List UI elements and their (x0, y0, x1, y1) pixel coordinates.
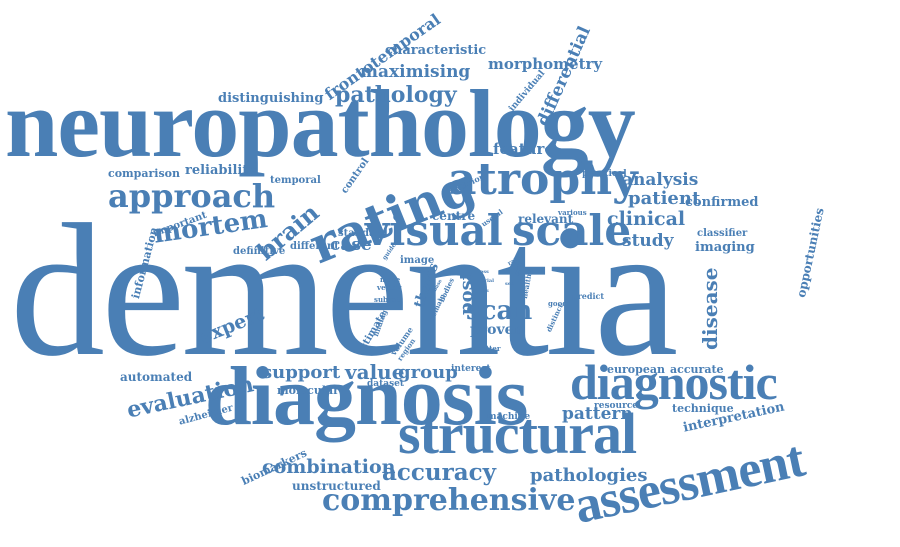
word-pathologies: pathologies (530, 465, 648, 486)
word-subset: subset (374, 295, 400, 304)
word-imaging: imaging (695, 240, 755, 255)
word-resource: resource (594, 401, 639, 411)
word-scale: scale (512, 206, 632, 255)
word-european: european (607, 363, 665, 376)
word-accuracy: accuracy (382, 459, 497, 486)
word-support: support (262, 362, 341, 383)
word-dataset: dataset (367, 379, 405, 389)
word-different: different (290, 241, 339, 252)
word-neuropathology: neuropathology (5, 70, 636, 177)
word-pathology: pathology (335, 82, 457, 108)
word-post: post (456, 271, 477, 315)
word-opportunities: opportunities (794, 206, 827, 299)
word-morphometry: morphometry (488, 55, 603, 73)
word-relevant: relevant (518, 212, 574, 226)
word-proven: proven (470, 322, 524, 338)
word-group: group (398, 362, 458, 383)
word-scan: scan (466, 296, 533, 326)
word-classifier: classifier (697, 228, 748, 239)
word-structural: structural (398, 401, 637, 466)
word-automated: automated (120, 370, 193, 384)
word-combination: combination (262, 456, 396, 478)
word-ass: ass (480, 288, 489, 294)
word-interest: interest (451, 364, 491, 374)
word-temporal: temporal (270, 175, 321, 186)
word-distinguishing: distinguishing (218, 91, 324, 106)
word-study: study (622, 231, 674, 251)
word-maximising: maximising (360, 62, 471, 82)
word-accurate: accurate (670, 363, 724, 376)
word-approach: approach (108, 177, 276, 215)
word-set: set (505, 281, 514, 287)
word-clinical: clinical (607, 208, 686, 230)
word-good: good (548, 299, 568, 308)
word-atrophy: atrophy (448, 154, 638, 205)
word-confirmed: confirmed (685, 195, 759, 210)
word-image: image (400, 255, 435, 266)
word-practical: practical (582, 169, 627, 179)
word-disease: disease (698, 267, 722, 350)
word-unstructured: unstructured (292, 479, 381, 493)
word-comparison: comparison (108, 167, 180, 180)
word-matter: matter (474, 344, 501, 353)
word-reliability: reliability (185, 163, 256, 178)
word-feature: feature (493, 140, 554, 158)
word-molecular: molecular (277, 384, 339, 397)
word-characteristic: characteristic (385, 43, 487, 58)
word-visual: visual (365, 206, 503, 255)
word-technique: technique (672, 402, 734, 415)
word-standard: standard (338, 228, 388, 239)
word-dementia: dementia (10, 186, 678, 396)
word-analysis: analysis (622, 170, 699, 190)
word-predict: predict (572, 291, 605, 301)
word-pattern: pattern (562, 404, 633, 424)
word-trial: trial (482, 278, 494, 284)
word-various: various (558, 208, 587, 217)
word-loss: loss (478, 269, 489, 275)
word-machine: machine (487, 412, 531, 422)
word-vector: vector (377, 283, 402, 292)
word-diagnosis: diagnosis (205, 350, 528, 443)
word-more: more (380, 275, 401, 284)
word-centre: centre (432, 209, 476, 223)
word-value: value (345, 360, 405, 384)
word-case: case (330, 235, 372, 255)
word-patient: patient (628, 188, 701, 209)
word-comprehensive: comprehensive (322, 483, 576, 518)
word-diagnostic: diagnostic (570, 354, 778, 410)
word-definitive: definitive (233, 246, 286, 257)
